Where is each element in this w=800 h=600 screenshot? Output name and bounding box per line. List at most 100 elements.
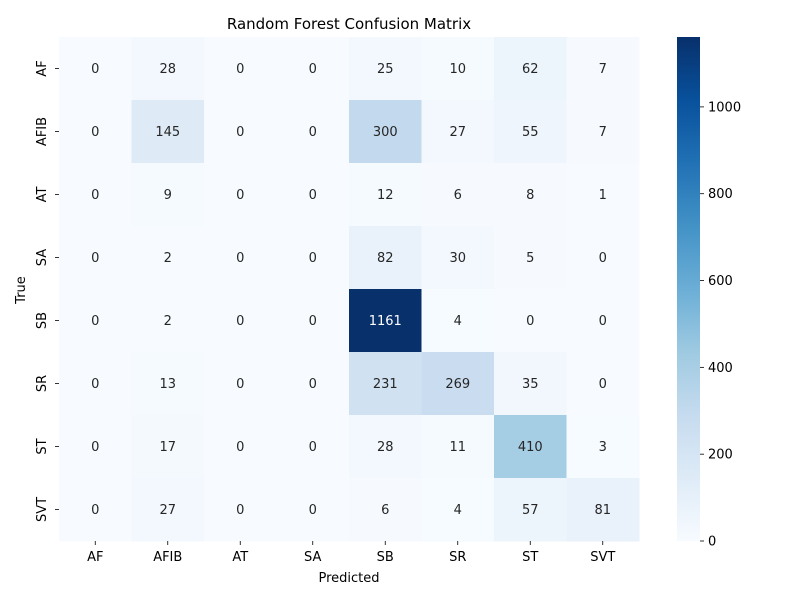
heatmap-cell <box>131 226 205 290</box>
cell-value-label: 0 <box>309 188 317 203</box>
cell-value-label: 11 <box>449 440 466 455</box>
cell-value-label: 27 <box>449 125 466 140</box>
heatmap-cell <box>421 163 495 227</box>
cell-value-label: 410 <box>518 440 543 455</box>
heatmap-cell <box>349 100 422 164</box>
y-tick-label: SR <box>35 375 50 392</box>
heatmap-cell <box>204 226 277 290</box>
heatmap-cell <box>349 478 422 542</box>
colorbar <box>677 37 700 541</box>
cell-value-label: 269 <box>445 377 470 392</box>
cell-value-label: 28 <box>159 62 176 77</box>
heatmap-cell <box>204 37 277 101</box>
heatmap-cell <box>59 226 132 290</box>
cell-value-label: 0 <box>309 314 317 329</box>
cell-value-label: 2 <box>164 251 172 266</box>
cell-value-label: 0 <box>309 377 317 392</box>
colorbar-tick-label: 600 <box>708 274 733 289</box>
cell-value-label: 1 <box>599 188 607 203</box>
heatmap-cell <box>566 289 640 353</box>
cell-value-label: 81 <box>594 503 611 518</box>
cell-value-label: 2 <box>164 314 172 329</box>
heatmap-cell <box>566 37 640 101</box>
heatmap-cell-labels: 0 28 0 0 25 10 62 70 145 0 0 300 27 55 70 9 0 0 12 6 8 10 2 0 0 8… <box>91 62 611 518</box>
x-axis-label: Predicted <box>318 571 379 586</box>
cell-value-label: 300 <box>373 125 398 140</box>
heatmap-cell <box>204 415 277 479</box>
cell-value-label: 0 <box>309 62 317 77</box>
cell-value-label: 57 <box>522 503 539 518</box>
cell-value-label: 0 <box>309 251 317 266</box>
heatmap-cell <box>59 352 132 416</box>
cell-value-label: 27 <box>159 503 176 518</box>
colorbar-tick-label: 800 <box>708 187 733 202</box>
heatmap-cell <box>276 226 350 290</box>
x-tick-label: SR <box>449 550 466 565</box>
cell-value-label: 82 <box>377 251 394 266</box>
y-tick-label: AFIB <box>35 117 50 146</box>
cell-value-label: 30 <box>449 251 466 266</box>
heatmap-cell <box>204 478 277 542</box>
y-tick-label: AF <box>35 60 50 76</box>
heatmap-cell <box>494 37 567 101</box>
heatmap-cell <box>349 163 422 227</box>
cell-value-label: 0 <box>309 125 317 140</box>
x-tick-label: ST <box>522 550 538 565</box>
cell-value-label: 0 <box>91 503 99 518</box>
heatmap-cell <box>349 37 422 101</box>
heatmap-cell <box>494 415 567 479</box>
cell-value-label: 4 <box>454 503 462 518</box>
heatmap-cell <box>204 289 277 353</box>
heatmap-cell <box>566 352 640 416</box>
heatmap-cell <box>494 478 567 542</box>
colorbar-tick-label: 400 <box>708 361 733 376</box>
cell-value-label: 0 <box>236 314 244 329</box>
cell-value-label: 0 <box>236 188 244 203</box>
cell-value-label: 0 <box>236 503 244 518</box>
colorbar-tick-label: 200 <box>708 448 733 463</box>
heatmap-cell <box>204 163 277 227</box>
heatmap-cell <box>276 289 350 353</box>
heatmap-cell <box>276 37 350 101</box>
x-tick-label: SA <box>304 550 321 565</box>
cell-value-label: 25 <box>377 62 394 77</box>
heatmap-cell <box>421 289 495 353</box>
cell-value-label: 0 <box>91 125 99 140</box>
heatmap-cell <box>276 352 350 416</box>
cell-value-label: 28 <box>377 440 394 455</box>
heatmap-cell <box>566 415 640 479</box>
cell-value-label: 35 <box>522 377 539 392</box>
y-tick-label: SA <box>35 249 50 266</box>
cell-value-label: 0 <box>236 251 244 266</box>
heatmap-cell <box>204 352 277 416</box>
cell-value-label: 4 <box>454 314 462 329</box>
cell-value-label: 0 <box>91 377 99 392</box>
cell-value-label: 62 <box>522 62 539 77</box>
heatmap-cell <box>59 289 132 353</box>
cell-value-label: 1161 <box>369 314 402 329</box>
heatmap-cell <box>204 100 277 164</box>
heatmap-cell <box>566 226 640 290</box>
cell-value-label: 0 <box>599 314 607 329</box>
heatmap-cell <box>494 100 567 164</box>
colorbar-tick-label: 0 <box>708 535 716 550</box>
cell-value-label: 0 <box>91 314 99 329</box>
heatmap-cell <box>494 289 567 353</box>
heatmap-cell <box>494 226 567 290</box>
heatmap-cell <box>59 415 132 479</box>
y-axis-label: True <box>14 276 29 305</box>
heatmap-cell <box>131 289 205 353</box>
heatmap-cell <box>566 478 640 542</box>
cell-value-label: 13 <box>159 377 176 392</box>
heatmap-cell <box>349 415 422 479</box>
cell-value-label: 0 <box>236 125 244 140</box>
heatmap-cell <box>131 100 205 164</box>
cell-value-label: 6 <box>454 188 462 203</box>
heatmap-cell <box>276 415 350 479</box>
cell-value-label: 55 <box>522 125 539 140</box>
y-tick-label: SVT <box>35 497 50 522</box>
cell-value-label: 10 <box>449 62 466 77</box>
heatmap-cell <box>421 415 495 479</box>
heatmap-cell <box>131 478 205 542</box>
heatmap-cell <box>566 163 640 227</box>
